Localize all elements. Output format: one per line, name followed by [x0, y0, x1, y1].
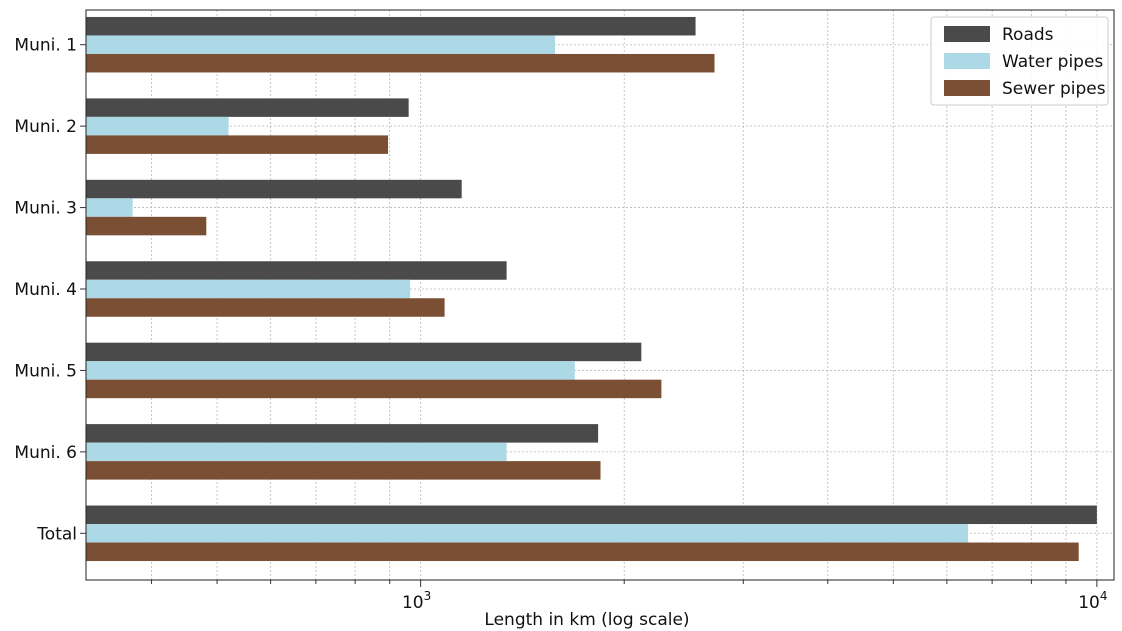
legend-label: Water pipes — [1002, 52, 1103, 72]
plot-frame — [85, 9, 1115, 581]
y-tick-label: Muni. 2 — [14, 117, 77, 137]
y-tick-label: Muni. 4 — [14, 280, 77, 300]
bar-sewer-pipes-total — [86, 542, 1079, 562]
bar-roads-muni-3 — [86, 179, 462, 199]
legend-swatch-water-pipes — [944, 53, 990, 69]
bar-roads-muni-1 — [86, 16, 696, 36]
y-tick-label: Total — [36, 524, 77, 544]
bar-water-pipes-muni-4 — [86, 279, 411, 299]
y-tick-label: Muni. 6 — [14, 443, 77, 463]
y-tick-label: Muni. 1 — [14, 36, 77, 56]
bar-water-pipes-muni-2 — [86, 116, 229, 136]
bar-roads-total — [86, 505, 1097, 525]
bars — [86, 16, 1097, 562]
bar-roads-muni-2 — [86, 98, 409, 117]
legend-label: Roads — [1002, 25, 1054, 45]
y-tick-label: Muni. 3 — [14, 199, 77, 219]
bar-sewer-pipes-muni-1 — [86, 53, 715, 73]
bar-water-pipes-muni-1 — [86, 35, 555, 54]
x-tick-label: 103 — [402, 589, 431, 613]
bar-sewer-pipes-muni-5 — [86, 379, 662, 399]
bar-sewer-pipes-muni-3 — [86, 216, 207, 236]
bar-water-pipes-total — [86, 524, 969, 543]
legend-swatch-sewer-pipes — [944, 80, 990, 96]
legend-label: Sewer pipes — [1002, 79, 1106, 99]
x-axis-label: Length in km (log scale) — [484, 610, 689, 630]
bar-roads-muni-6 — [86, 424, 599, 443]
y-tick-label: Muni. 5 — [14, 361, 77, 381]
bar-roads-muni-4 — [86, 261, 507, 280]
bar-sewer-pipes-muni-2 — [86, 135, 389, 154]
x-tick-label: 104 — [1078, 589, 1107, 613]
bar-sewer-pipes-muni-4 — [86, 298, 445, 317]
bar-sewer-pipes-muni-6 — [86, 461, 601, 480]
bar-roads-muni-5 — [86, 342, 642, 362]
legend-swatch-roads — [944, 26, 990, 42]
bar-water-pipes-muni-5 — [86, 361, 575, 380]
bar-water-pipes-muni-3 — [86, 198, 133, 217]
legend: Roads Water pipes Sewer pipes — [930, 16, 1109, 106]
bar-water-pipes-muni-6 — [86, 442, 507, 462]
